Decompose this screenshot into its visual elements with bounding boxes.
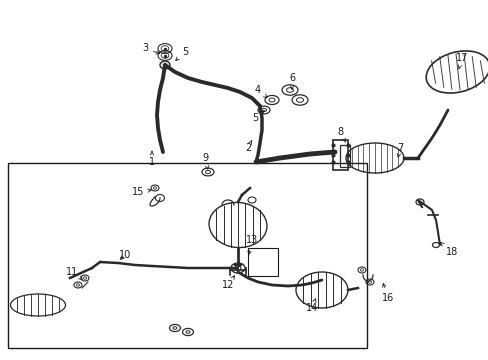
Text: 17: 17	[455, 53, 467, 69]
Text: 13: 13	[245, 235, 258, 255]
Text: 5: 5	[175, 47, 188, 60]
Text: 6: 6	[288, 73, 294, 89]
Text: 12: 12	[222, 276, 234, 290]
Text: 16: 16	[381, 284, 393, 303]
Bar	[339, 145, 349, 167]
Text: 10: 10	[119, 250, 131, 260]
Ellipse shape	[160, 61, 170, 69]
Text: 15: 15	[132, 187, 151, 197]
Text: 5: 5	[251, 111, 264, 123]
Bar	[332, 140, 347, 170]
Text: 4: 4	[254, 85, 266, 98]
Bar	[8, 163, 366, 348]
Text: 3: 3	[142, 43, 159, 54]
Text: 11: 11	[66, 267, 82, 279]
Text: 2: 2	[244, 140, 251, 153]
Text: 7: 7	[396, 143, 402, 157]
Text: 1: 1	[149, 151, 155, 167]
Text: 8: 8	[336, 127, 345, 142]
Text: 9: 9	[202, 153, 208, 169]
Text: 18: 18	[440, 243, 457, 257]
Bar	[247, 248, 278, 276]
Text: 14: 14	[305, 299, 318, 313]
